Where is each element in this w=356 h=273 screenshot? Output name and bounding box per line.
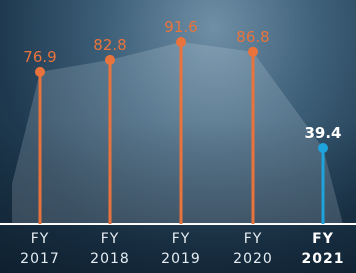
area xyxy=(12,42,343,224)
value-label: 76.9 xyxy=(23,48,56,66)
value-label: 91.6 xyxy=(164,18,197,36)
point xyxy=(105,55,115,65)
point xyxy=(35,67,45,77)
point xyxy=(176,37,186,47)
value-label: 86.8 xyxy=(236,28,269,46)
value-label: 82.8 xyxy=(93,36,126,54)
point xyxy=(318,143,328,153)
value-label: 39.4 xyxy=(304,124,341,142)
category-label: FY 2017 xyxy=(15,229,65,269)
category-label: FY 2021 xyxy=(298,229,348,269)
point xyxy=(248,47,258,57)
category-label: FY 2019 xyxy=(156,229,206,269)
category-label: FY 2018 xyxy=(85,229,135,269)
category-label: FY 2020 xyxy=(228,229,278,269)
chart: 76.9 82.8 91.6 86.8 39.4 FY 2017 FY 2018 FY 20… xyxy=(0,0,356,273)
